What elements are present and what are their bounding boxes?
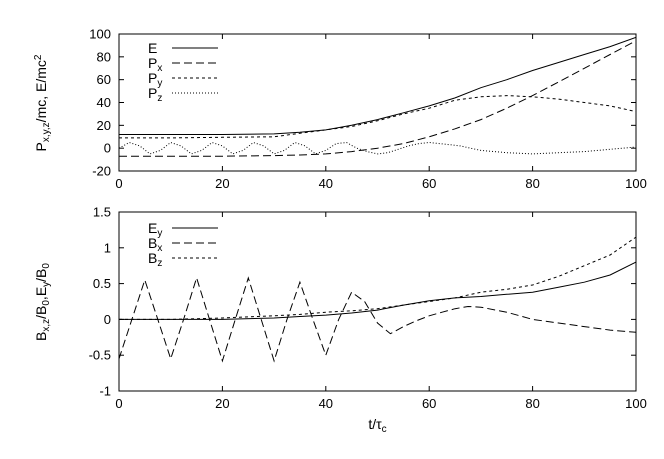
y-tick-label: 1.5: [93, 205, 111, 220]
legend-label: Pz: [148, 85, 162, 104]
series-line-pz: [119, 141, 636, 155]
y-tick-label: 1: [104, 240, 111, 255]
x-tick-label: 60: [422, 396, 436, 411]
y-tick-label: -20: [92, 164, 111, 179]
series-line-bx: [119, 276, 636, 363]
x-tick-label: 60: [422, 176, 436, 191]
x-tick-label: 0: [115, 176, 122, 191]
x-tick-label: 20: [215, 396, 229, 411]
series-line-bz: [119, 236, 636, 320]
y-tick-label: 60: [97, 72, 111, 87]
legend-label: Bx: [148, 235, 162, 254]
y-tick-label: 40: [97, 95, 111, 110]
bottom-panel: 0 20 40 60 80 100 -1 -0.5 0 0.5 1 1.5 Bx,z/B0,Ey/B0 t…: [33, 205, 647, 436]
legend-label: Bz: [148, 250, 162, 269]
y-tick-label: 0: [104, 141, 111, 156]
series-line-e: [119, 36, 636, 135]
y-tick-label: 0: [104, 312, 111, 327]
x-tick-label: 100: [625, 176, 647, 191]
legend-label: Px: [148, 55, 162, 74]
plot-frame: [118, 211, 637, 392]
legend-label: Py: [148, 70, 162, 89]
x-tick-label: 100: [625, 396, 647, 411]
plot-frame: [118, 33, 637, 172]
y-tick-label: -1: [99, 384, 111, 399]
legend-label: Ey: [148, 220, 162, 239]
x-tick-label: 0: [115, 396, 122, 411]
legend-label: E: [148, 40, 157, 56]
y-tick-label: 80: [97, 49, 111, 64]
x-tick-label: 80: [525, 396, 539, 411]
x-tick-label: 20: [215, 176, 229, 191]
x-tick-label: 40: [319, 396, 333, 411]
x-tick-label: 80: [525, 176, 539, 191]
y-tick-label: -0.5: [89, 348, 111, 363]
y-tick-label: 100: [89, 27, 111, 42]
top-panel: 0 20 40 60 80 100 -20 0 20 40 60 80 100 Px,y,z/mc, E/…: [33, 27, 647, 192]
y-axis-label: Bx,z/B0,Ey/B0: [33, 263, 52, 341]
x-axis-label: t/τc: [368, 416, 386, 435]
x-tick-label: 40: [319, 176, 333, 191]
series-line-px: [119, 40, 636, 157]
series-line-py: [119, 95, 636, 139]
series-line-ey: [119, 261, 636, 320]
y-axis-label: Px,y,z/mc, E/mc2: [33, 54, 52, 151]
y-tick-label: 0.5: [93, 276, 111, 291]
y-tick-label: 20: [97, 118, 111, 133]
